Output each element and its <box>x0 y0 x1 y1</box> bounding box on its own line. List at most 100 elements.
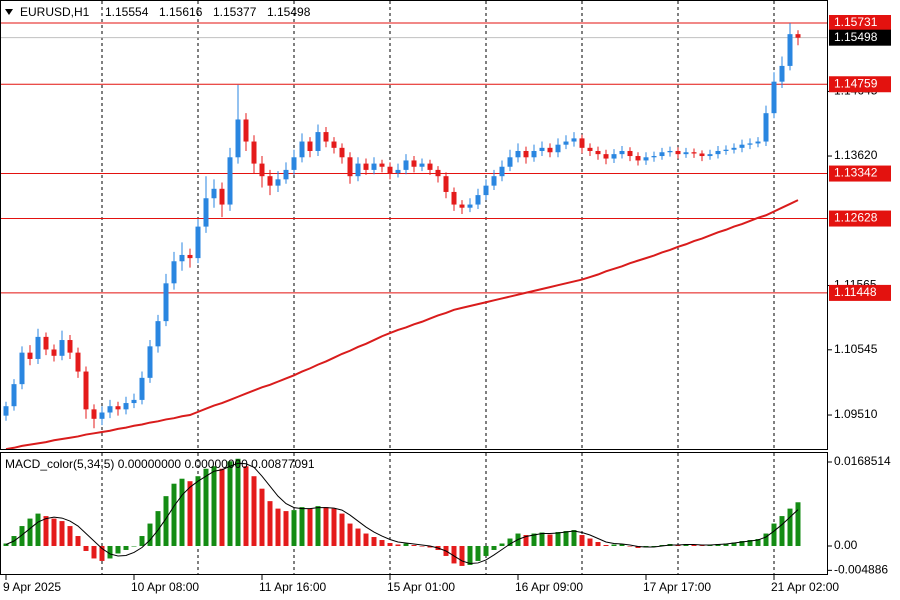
candle-body <box>579 138 585 148</box>
level-label: 1.14759 <box>834 76 878 90</box>
macd-bar <box>491 545 497 550</box>
macd-bar <box>211 466 217 546</box>
candle-body <box>51 349 57 356</box>
candle-body <box>171 261 177 284</box>
macd-bar <box>795 502 801 546</box>
candle-body <box>267 176 273 186</box>
candle-body <box>179 254 185 262</box>
macd-bar <box>507 538 513 546</box>
candle-body <box>283 169 289 180</box>
macd-bar <box>179 478 185 546</box>
level-tag <box>829 284 891 301</box>
macd-bar <box>339 513 345 546</box>
candle-body <box>195 226 201 259</box>
macd-bar <box>563 531 569 546</box>
candle-body <box>403 160 409 170</box>
macd-bar <box>19 526 25 546</box>
candle-body <box>675 150 681 155</box>
candle-body <box>67 340 73 353</box>
macd-bar <box>755 539 761 546</box>
level-label: 1.12628 <box>834 211 878 225</box>
x-tick-label: 16 Apr 09:00 <box>515 580 583 594</box>
candle-body <box>475 195 481 205</box>
low-readout: 1.15377 <box>213 5 257 19</box>
macd-bar <box>3 543 9 546</box>
candle-body <box>371 163 377 170</box>
candle-body <box>355 163 361 177</box>
candle-body <box>563 141 569 145</box>
macd-bar <box>43 516 49 546</box>
macd-bar <box>483 545 489 556</box>
macd-bar <box>723 543 729 546</box>
macd-frame <box>0 452 828 575</box>
price-tag <box>829 29 891 46</box>
y-tick-label: 1.13620 <box>834 148 878 162</box>
candle-body <box>187 254 193 259</box>
macd-bar <box>587 538 593 546</box>
candle-body <box>59 340 65 356</box>
macd-bar <box>531 533 537 546</box>
candle-body <box>163 283 169 322</box>
macd-bar <box>499 543 505 546</box>
macd-bar <box>59 521 65 546</box>
candle-body <box>795 34 801 38</box>
candle-body <box>435 169 441 177</box>
macd-bar <box>467 545 473 565</box>
candle-body <box>299 141 305 158</box>
plot-layer: 9 Apr 2025 10 Apr 08:00 11 Apr 16:00 15 Apr… <box>0 1 891 594</box>
macd-bar <box>763 533 769 546</box>
candle-body <box>251 141 257 164</box>
macd-bar <box>203 468 209 546</box>
candle-body <box>443 176 449 192</box>
candle-body <box>315 132 321 151</box>
candle-body <box>739 144 745 148</box>
macd-bar <box>395 544 401 546</box>
candle-body <box>307 141 313 151</box>
x-tick-label: 17 Apr 17:00 <box>643 580 711 594</box>
candle-body <box>595 150 601 155</box>
macd-bar <box>595 542 601 546</box>
macd-bar <box>75 536 81 546</box>
candle-body <box>275 179 281 186</box>
candle-body <box>155 321 161 347</box>
macd-bar <box>475 545 481 561</box>
x-tick-label: 10 Apr 08:00 <box>131 580 199 594</box>
y-tick-label: 1.10545 <box>834 342 878 356</box>
macd-bar <box>747 540 753 546</box>
level-label: 1.15731 <box>834 15 878 29</box>
macd-bar <box>147 523 153 546</box>
candle-body <box>227 157 233 205</box>
candle-body <box>723 149 729 151</box>
candle-body <box>331 141 337 148</box>
candle-body <box>779 65 785 82</box>
macd-bar <box>243 466 249 546</box>
candle-body <box>427 163 433 170</box>
candle-body <box>451 191 457 205</box>
y-tick-label: 0.0168514 <box>834 454 891 468</box>
macd-bar <box>787 508 793 546</box>
candle-body <box>203 198 209 227</box>
collapse-icon[interactable] <box>5 9 13 15</box>
macd-bar <box>131 545 137 547</box>
candle-body <box>147 346 153 378</box>
candle-body <box>619 150 625 155</box>
candle-body <box>547 147 553 153</box>
macd-bar <box>603 544 609 546</box>
candle-body <box>539 147 545 151</box>
candle-body <box>635 156 641 161</box>
candle-body <box>107 406 113 413</box>
candle-body <box>659 152 665 157</box>
macd-bar <box>611 544 617 546</box>
macd-bar <box>323 507 329 546</box>
symbol: EURUSD,H1 <box>20 5 90 19</box>
x-tick-label: 15 Apr 01:00 <box>387 580 455 594</box>
macd-bar <box>699 545 705 546</box>
candle-body <box>243 119 249 142</box>
candle-body <box>491 176 497 186</box>
candle-body <box>11 384 17 407</box>
candle-body <box>531 150 537 158</box>
macd-bar <box>355 528 361 546</box>
macd-bar <box>83 545 89 551</box>
